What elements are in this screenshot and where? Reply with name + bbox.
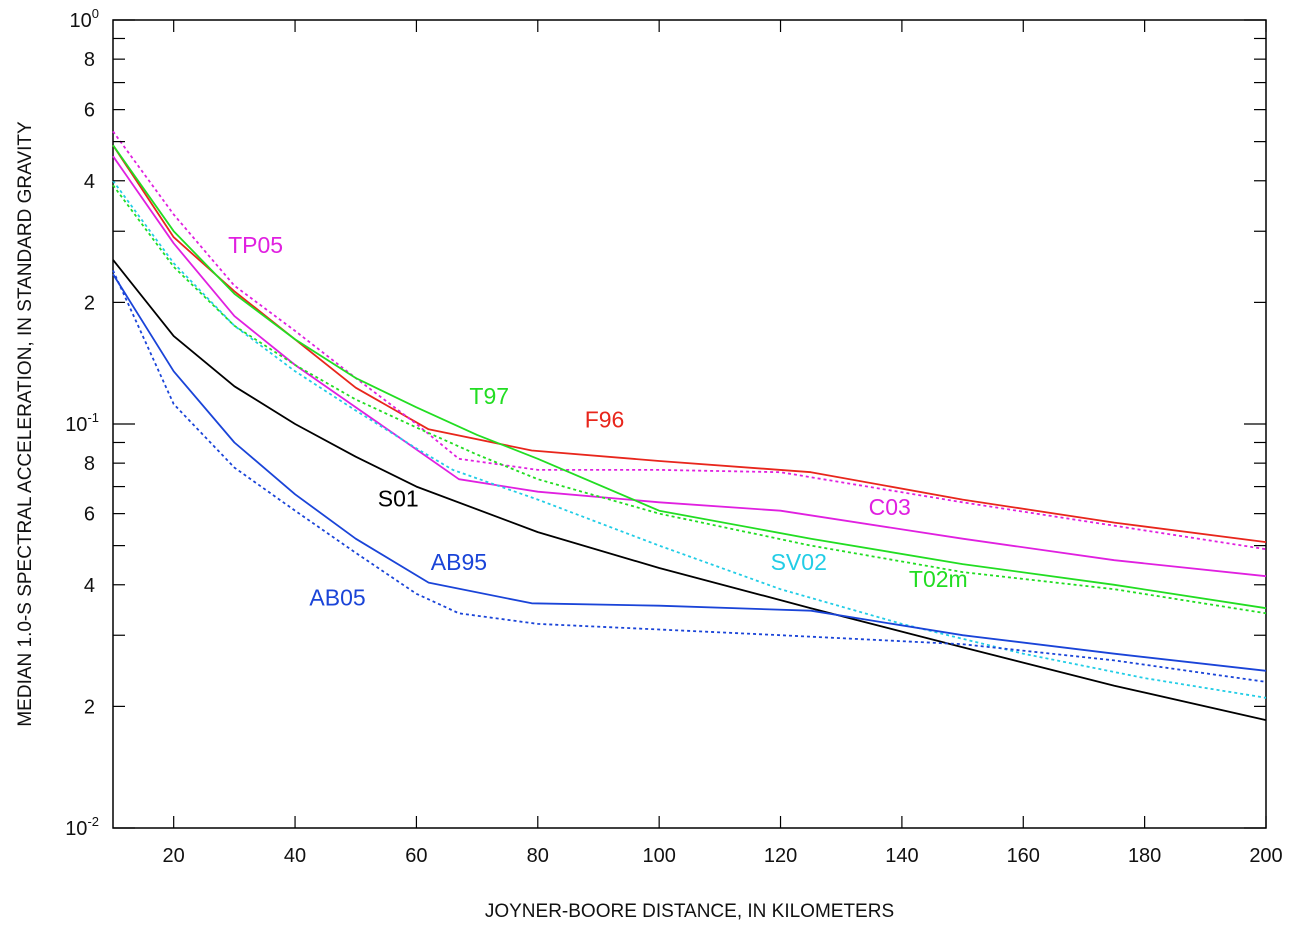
series-line-ab95 <box>112 273 1267 672</box>
x-tick-label: 160 <box>1007 845 1040 867</box>
x-tick-label: 60 <box>405 845 427 867</box>
label-layer: F96 C03 T97 T02m SV02 S01 AB95 AB05 TP05 <box>228 232 968 611</box>
x-tick-label: 140 <box>885 845 918 867</box>
series-layer <box>112 130 1267 721</box>
y-decade-label: 10-1 <box>65 410 99 436</box>
x-tick-label: 180 <box>1128 845 1161 867</box>
series-label-sv02: SV02 <box>771 549 827 575</box>
x-axis-title: JOYNER-BOORE DISTANCE, IN KILOMETERS <box>485 901 894 922</box>
series-label-ab05: AB05 <box>309 585 365 611</box>
annotation-tp05: TP05 <box>228 232 283 258</box>
y-tick-label: 4 <box>84 171 95 193</box>
series-line-ab05 <box>112 270 1267 683</box>
series-label-ab95: AB95 <box>431 549 487 575</box>
series-label-f96: F96 <box>585 407 625 433</box>
series-label-t97: T97 <box>469 383 509 409</box>
x-tick-label: 40 <box>284 845 306 867</box>
y-tick-label: 2 <box>84 292 95 314</box>
x-tick-label: 80 <box>527 845 549 867</box>
series-line-t97 <box>112 144 1267 610</box>
y-tick-label: 8 <box>84 453 95 475</box>
y-decade-label: 100 <box>70 6 99 32</box>
x-tick-label: 20 <box>163 845 185 867</box>
x-tick-label: 100 <box>642 845 675 867</box>
series-line-t02m <box>112 184 1267 615</box>
y-tick-label: 2 <box>84 696 95 718</box>
x-tick-label: 200 <box>1249 845 1282 867</box>
series-label-s01: S01 <box>378 485 419 511</box>
series-label-c03: C03 <box>869 494 911 520</box>
series-line-unlabeled-1 <box>112 130 1267 551</box>
series-line-f96 <box>112 144 1267 543</box>
y-tick-label: 4 <box>84 575 95 597</box>
series-line-s01 <box>112 259 1267 721</box>
series-label-t02m: T02m <box>909 566 968 592</box>
series-line-c03 <box>112 155 1267 578</box>
y-tick-label: 6 <box>84 100 95 122</box>
tick-layer: 20 40 60 80 100 120 140 160 180 200 100 10-1 10-2 8 6 4… <box>65 6 1283 867</box>
y-axis-title: MEDIAN 1.0-S SPECTRAL ACCELERATION, IN S… <box>15 121 36 727</box>
x-tick-label: 120 <box>764 845 797 867</box>
y-tick-label: 6 <box>84 504 95 526</box>
y-tick-label: 8 <box>84 49 95 71</box>
series-line-sv02 <box>112 180 1267 699</box>
y-decade-label: 10-2 <box>65 814 99 840</box>
plot-frame <box>112 19 1267 829</box>
